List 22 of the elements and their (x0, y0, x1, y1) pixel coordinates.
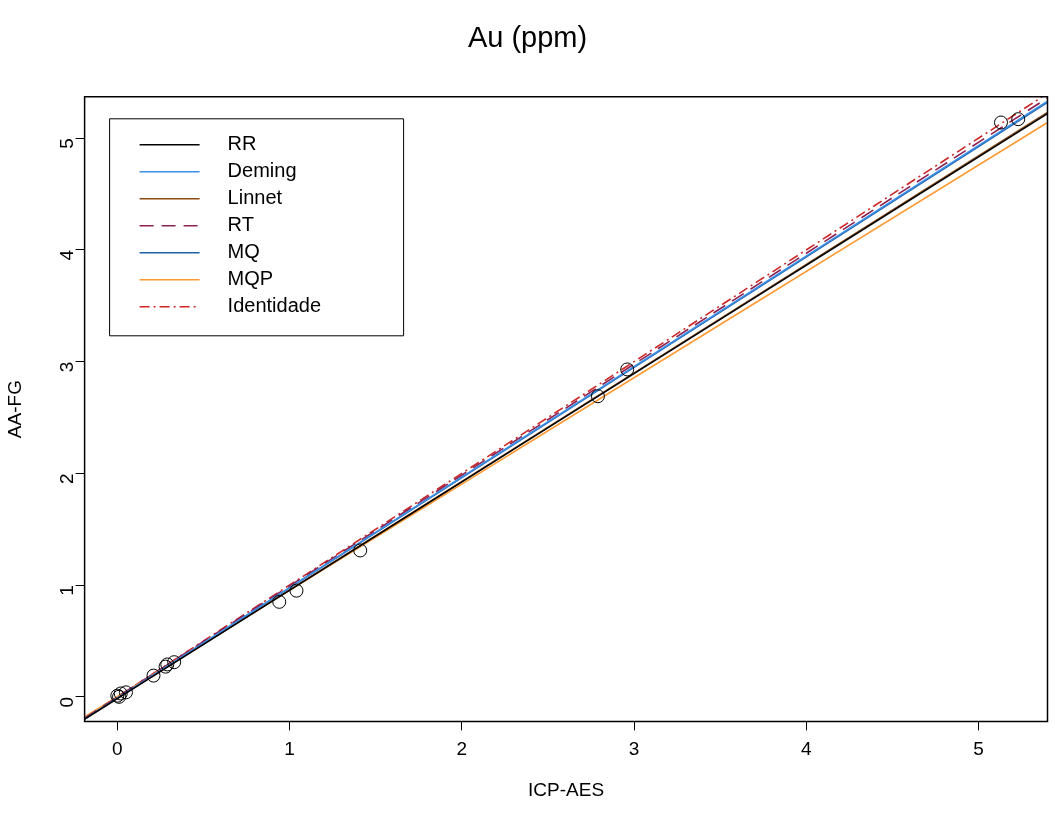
legend-label: Linnet (227, 186, 283, 209)
x-tick-label: 0 (112, 738, 123, 760)
legend-label: RR (227, 132, 257, 155)
y-tick-label: 1 (55, 585, 77, 596)
x-axis-title: ICP-AES (528, 778, 605, 800)
legend-label: MQP (227, 267, 274, 290)
y-tick-label: 3 (55, 361, 77, 373)
y-tick-label: 0 (55, 696, 77, 708)
y-tick-label: 5 (55, 138, 77, 149)
x-tick-label: 1 (284, 738, 295, 760)
y-tick-label: 4 (55, 249, 77, 261)
y-tick-label: 2 (55, 473, 77, 484)
legend-label: Deming (227, 159, 297, 182)
x-tick-label: 5 (973, 738, 984, 760)
legend-label: MQ (227, 240, 260, 263)
y-axis-title: AA-FG (3, 380, 25, 439)
x-tick-label: 2 (456, 738, 468, 760)
x-tick-label: 4 (801, 738, 813, 760)
chart-title: Au (ppm) (467, 21, 588, 54)
legend-label: Identidade (227, 294, 322, 317)
x-tick-label: 3 (628, 738, 640, 760)
legend-label: RT (227, 213, 254, 236)
